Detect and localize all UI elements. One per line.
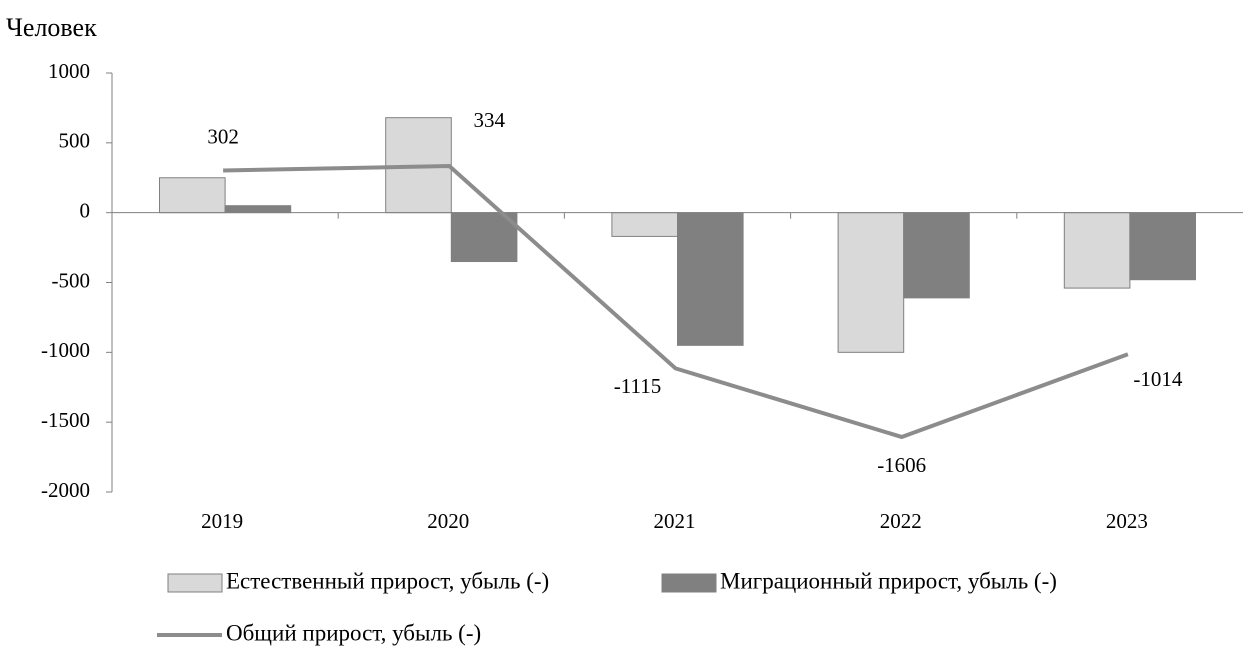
data-label: 334 [474, 108, 506, 132]
legend-swatch [661, 573, 717, 593]
x-tick-label: 2019 [201, 509, 243, 533]
x-tick-label: 2020 [427, 509, 469, 533]
x-tick-label: 2023 [1106, 509, 1148, 533]
bar [837, 212, 905, 353]
y-tick-label: 1000 [48, 59, 90, 83]
y-axis-title: Человек [6, 13, 97, 42]
x-tick-label: 2021 [654, 509, 696, 533]
y-tick-label: 0 [80, 198, 91, 222]
data-label: -1014 [1133, 367, 1182, 391]
line [223, 164, 1129, 440]
data-label: -1115 [614, 374, 661, 398]
legend-swatch [167, 573, 223, 593]
y-tick-label: -1500 [41, 408, 90, 432]
y-tick-label: -2000 [41, 478, 90, 502]
bar [1129, 212, 1196, 281]
y-tick-label: -1000 [41, 338, 90, 362]
y-tick-label: 500 [59, 129, 91, 153]
bar [611, 212, 678, 237]
bar [903, 212, 970, 299]
bar [159, 177, 226, 214]
y-tick-label: -500 [52, 268, 91, 292]
legend-label: Естественный прирост, убыль (-) [226, 568, 549, 593]
legend-label: Миграционный прирост, убыль (-) [720, 568, 1057, 593]
legend-label: Общий прирост, убыль (-) [226, 620, 481, 645]
bar [224, 205, 292, 214]
bar [450, 212, 518, 263]
bar [1063, 212, 1131, 289]
bar [677, 212, 744, 346]
data-label: -1606 [877, 453, 926, 477]
x-tick-label: 2022 [880, 509, 922, 533]
data-label: 302 [207, 124, 239, 148]
